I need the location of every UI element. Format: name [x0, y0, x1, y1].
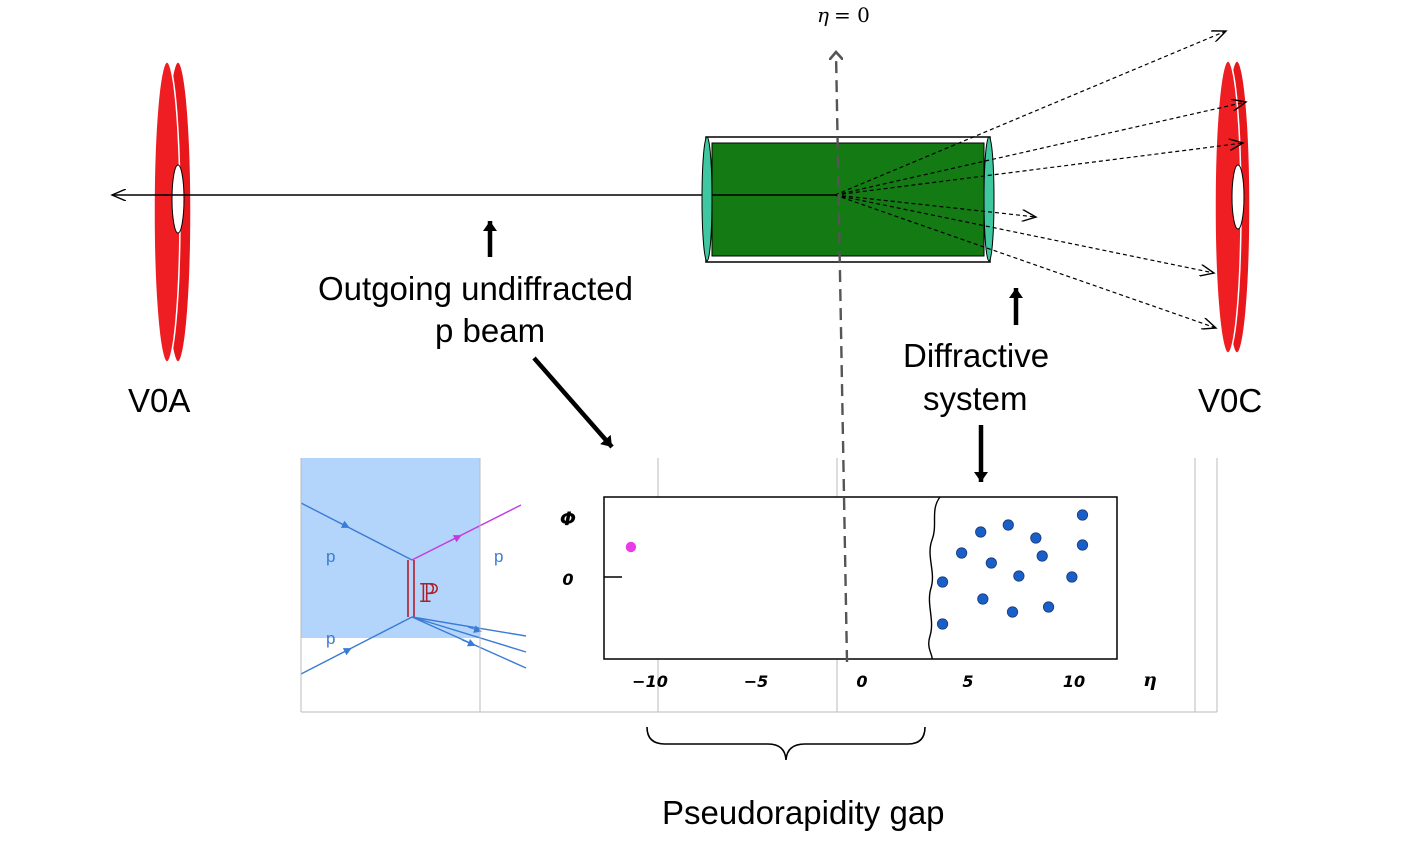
- gap-brace: [646, 726, 926, 761]
- feynman-p-bottom-in: p: [326, 629, 335, 648]
- chart-ylabel: Φ: [560, 508, 576, 530]
- chart-frame: [603, 496, 1118, 660]
- x-tick-label: −10: [632, 672, 668, 691]
- feynman-p-top-out: p: [494, 547, 503, 566]
- central-barrel: [701, 136, 995, 263]
- data-point: [975, 526, 987, 538]
- diffractive-label-line1: Diffractive: [903, 337, 1050, 374]
- chart-xlabel: η: [1143, 669, 1157, 691]
- diffractive-tracks: [834, 31, 1246, 328]
- data-point: [1076, 539, 1089, 551]
- data-point: [1076, 509, 1089, 521]
- data-point: [936, 576, 949, 588]
- eta-symbol: η: [817, 3, 829, 27]
- data-point: [1002, 519, 1014, 531]
- data-point: [1006, 606, 1019, 618]
- eta-zero-label: η = 0: [817, 3, 870, 27]
- feynman-pomeron: ℙ: [419, 579, 439, 609]
- pseudorapidity-gap-label: Pseudorapidity gap: [662, 794, 945, 831]
- gap-edge-wavy: [928, 496, 941, 660]
- data-point: [1013, 570, 1025, 582]
- data-point: [625, 541, 637, 553]
- outgoing-beam-label-line1: Outgoing undiffracted: [318, 270, 633, 307]
- x-tick-label: 5: [962, 672, 973, 691]
- data-point: [1030, 532, 1042, 544]
- data-point: [1066, 571, 1078, 583]
- data-point: [1042, 601, 1055, 613]
- eta-phi-chart: Φ η −10 −5 0 5 10 0: [560, 496, 1157, 691]
- y-tick-label: 0: [562, 570, 573, 589]
- data-point: [1036, 550, 1048, 562]
- outgoing-beam-label-line2: p beam: [435, 312, 546, 349]
- v0a-detector: [153, 61, 192, 363]
- diffractive-label-line2: system: [923, 380, 1028, 417]
- x-tick-label: 10: [1063, 672, 1085, 691]
- x-tick-label: −5: [744, 672, 769, 691]
- feynman-diagram: p p p ℙ: [300, 458, 527, 675]
- data-point: [985, 557, 997, 569]
- eta-equals-zero: = 0: [834, 3, 870, 27]
- data-point: [956, 547, 968, 559]
- pointer-arrows: [483, 221, 1023, 482]
- data-point: [936, 618, 949, 630]
- x-tick-label: 0: [856, 672, 867, 691]
- feynman-p-top-in: p: [326, 547, 335, 566]
- eta-zero-axis: [836, 52, 849, 663]
- v0c-detector: [1214, 60, 1251, 354]
- v0c-label: V0C: [1198, 382, 1263, 419]
- v0a-label: V0A: [128, 382, 191, 419]
- data-point: [977, 593, 989, 605]
